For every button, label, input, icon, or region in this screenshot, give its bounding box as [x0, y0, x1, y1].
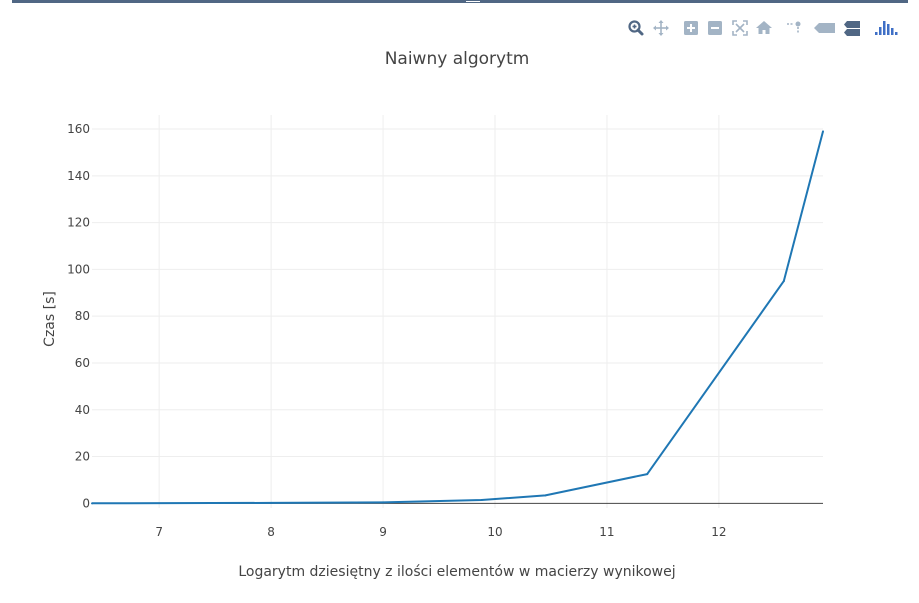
- hover-compare-icon: [844, 21, 860, 36]
- minus-box-icon: [708, 21, 722, 35]
- y-tick-label: 80: [75, 309, 90, 323]
- pan-arrows-icon: [653, 20, 669, 36]
- spikelines-icon: [787, 21, 801, 34]
- top-scrollbar-track[interactable]: [12, 0, 908, 3]
- data-point[interactable]: [480, 499, 483, 502]
- x-tick-label: 12: [711, 525, 726, 539]
- hover-closest-button[interactable]: [812, 18, 838, 38]
- autoscale-icon: [732, 20, 748, 36]
- data-point[interactable]: [646, 473, 649, 476]
- toggle-spikelines-button[interactable]: [784, 18, 804, 38]
- x-tick-label: 9: [379, 525, 387, 539]
- zoom-in-button[interactable]: [681, 18, 701, 38]
- hover-closest-icon: [814, 23, 835, 33]
- series-layer[interactable]: [91, 130, 824, 505]
- y-tick-label: 60: [75, 356, 90, 370]
- y-tick-label: 0: [82, 496, 90, 510]
- grid-layer: [92, 115, 823, 508]
- data-point[interactable]: [91, 502, 93, 505]
- zoom-out-button[interactable]: [705, 18, 725, 38]
- data-point[interactable]: [782, 280, 785, 283]
- x-tick-label: 10: [487, 525, 502, 539]
- y-axis-title: Czas [s]: [42, 291, 58, 347]
- data-point[interactable]: [270, 501, 273, 504]
- x-tick-label: 11: [599, 525, 614, 539]
- pan-button[interactable]: [651, 18, 671, 38]
- y-tick-label: 20: [75, 450, 90, 464]
- plotly-logo-button[interactable]: [874, 18, 900, 38]
- y-tick-label: 160: [67, 122, 90, 136]
- magnifier-icon: [628, 20, 644, 36]
- plotly-logo-icon: [875, 21, 898, 35]
- autoscale-button[interactable]: [730, 18, 750, 38]
- chart-title: Naiwny algorytm: [385, 49, 530, 69]
- data-point[interactable]: [822, 130, 824, 133]
- x-tick-label: 8: [267, 525, 275, 539]
- home-icon: [756, 21, 772, 34]
- y-tick-label: 120: [67, 216, 90, 230]
- y-tick-label: 140: [67, 169, 90, 183]
- zoom-button[interactable]: [626, 18, 646, 38]
- x-axis-title: Logarytm dziesiętny z ilości elementów w…: [238, 564, 675, 580]
- reset-axes-button[interactable]: [754, 18, 774, 38]
- x-tick-label: 7: [155, 525, 163, 539]
- top-scrollbar-handle[interactable]: [465, 0, 481, 3]
- data-point[interactable]: [382, 501, 385, 504]
- plus-box-icon: [684, 21, 698, 35]
- hover-compare-button[interactable]: [842, 18, 862, 38]
- data-point[interactable]: [544, 494, 547, 497]
- y-tick-label: 100: [67, 262, 90, 276]
- y-tick-label: 40: [75, 403, 90, 417]
- series-line[interactable]: [91, 131, 824, 505]
